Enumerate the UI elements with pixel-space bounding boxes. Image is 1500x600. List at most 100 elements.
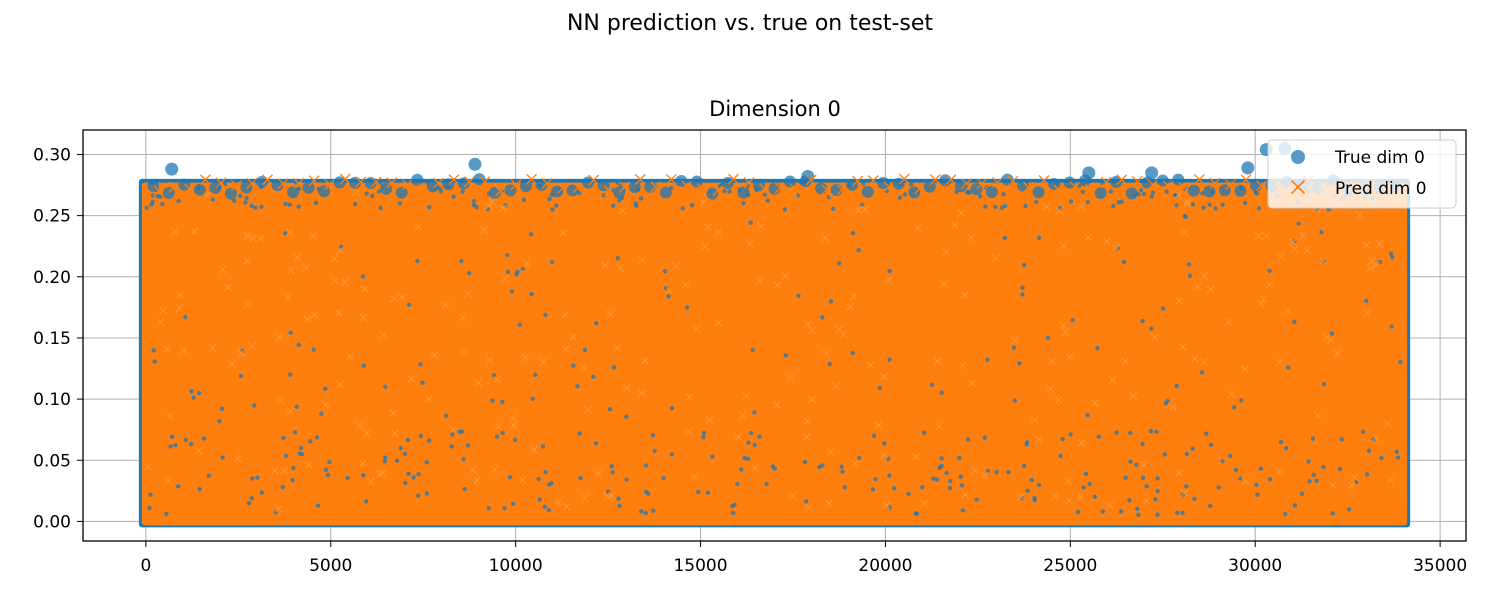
true-point [1180, 510, 1185, 516]
pred-point [1333, 349, 1342, 358]
pred-point [971, 466, 979, 475]
true-point [394, 458, 400, 463]
true-point [311, 347, 317, 352]
pred-point [583, 405, 592, 414]
pred-point [785, 374, 794, 382]
true-point [1162, 452, 1168, 457]
pred-point [494, 422, 503, 431]
true-point [575, 384, 580, 389]
pred-point [1350, 473, 1359, 482]
true-point [913, 511, 918, 516]
pred-edge-point [836, 184, 848, 196]
pred-point [685, 393, 693, 402]
pred-point [195, 446, 203, 455]
pred-edge-point [1069, 181, 1081, 193]
true-point [220, 455, 225, 460]
pred-point [485, 202, 493, 210]
true-point [1165, 398, 1170, 404]
true-point [1233, 467, 1239, 473]
true-point [327, 459, 332, 465]
pred-point [473, 476, 482, 485]
pred-point [522, 259, 531, 268]
pred-point [665, 286, 674, 295]
true-point [364, 191, 369, 196]
true-edge-point [1125, 187, 1138, 200]
true-edge-point [861, 185, 874, 198]
pred-edge-point [914, 183, 926, 195]
true-point [906, 491, 911, 497]
pred-point [190, 227, 199, 236]
true-point [420, 380, 425, 386]
pred-point [699, 198, 708, 207]
true-point [1021, 463, 1027, 469]
pred-point [243, 231, 252, 240]
true-point [750, 347, 755, 353]
true-point [1092, 494, 1097, 500]
true-point [466, 270, 472, 276]
true-point [616, 496, 621, 501]
true-point [982, 435, 987, 440]
true-point [939, 456, 944, 461]
pred-point [1180, 489, 1189, 497]
y-tick-label: 0.10 [33, 390, 71, 410]
pred-point [309, 232, 317, 240]
true-point [643, 510, 649, 516]
true-point [164, 511, 169, 517]
pred-point [1084, 233, 1092, 242]
true-point [920, 484, 925, 490]
true-point [1283, 511, 1288, 517]
pred-point [493, 375, 502, 384]
pred-point [486, 356, 494, 365]
pred-point [488, 197, 496, 206]
pred-edge-point [743, 177, 755, 189]
true-point [403, 480, 408, 486]
pred-edge-point [308, 175, 320, 187]
true-point [1307, 479, 1312, 484]
pred-point [293, 254, 302, 262]
true-point [462, 486, 467, 492]
pred-point [1091, 399, 1099, 407]
pred-edge-point [883, 181, 895, 193]
true-point [666, 294, 671, 299]
true-point [427, 205, 432, 210]
pred-point [1055, 206, 1064, 215]
true-point [406, 471, 411, 477]
true-point [201, 436, 207, 441]
true-point [521, 197, 526, 203]
true-point [828, 299, 834, 304]
pred-point [559, 228, 568, 237]
pred-point [499, 204, 507, 212]
pred-point [581, 494, 589, 502]
pred-point [1105, 501, 1114, 510]
true-point [742, 456, 747, 461]
pred-point [256, 234, 265, 243]
pred-edge-point [386, 177, 398, 189]
pred-point [460, 348, 468, 356]
true-point [547, 196, 552, 202]
true-point [1227, 453, 1233, 459]
pred-edge-point [1131, 175, 1143, 187]
pred-point [738, 411, 747, 420]
true-point [887, 505, 892, 510]
true-point [1337, 466, 1343, 472]
pred-point [237, 348, 246, 357]
true-point [931, 476, 936, 481]
pred-point [911, 452, 920, 461]
pred-point [849, 292, 858, 301]
pred-point [1183, 197, 1192, 206]
true-edge-point [737, 186, 750, 199]
true-point [398, 445, 403, 451]
true-point [173, 442, 178, 448]
true-point [1083, 471, 1089, 476]
true-point [325, 472, 331, 478]
true-point [1254, 482, 1259, 488]
y-tick-label: 0.30 [33, 145, 71, 165]
pred-point [980, 471, 989, 480]
true-point [897, 195, 903, 200]
true-point [611, 203, 616, 208]
true-edge-point [178, 178, 191, 191]
true-point [705, 490, 711, 495]
true-point [546, 507, 552, 513]
true-point [490, 398, 495, 403]
pred-point [705, 416, 714, 424]
